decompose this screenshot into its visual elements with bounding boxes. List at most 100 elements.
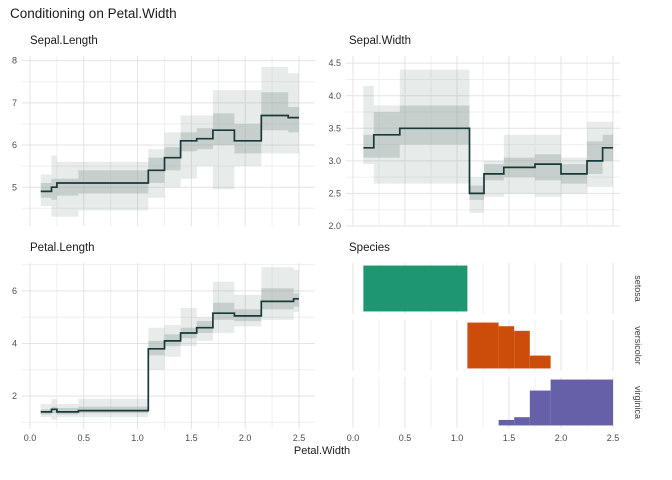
y-tick-label: 3.0 — [328, 156, 341, 166]
ribbon-inner — [51, 178, 57, 200]
panel-sepal-length: 5 6 7 8 — [12, 56, 315, 226]
ribbon-outer — [180, 307, 197, 347]
ribbon-outer — [373, 105, 400, 184]
facet-strip-label: versicolor — [633, 326, 643, 365]
ribbon-outer — [234, 90, 262, 167]
panel-title-species: Species — [349, 242, 390, 254]
ribbon-outer — [148, 149, 165, 198]
ribbon-outer — [196, 317, 213, 341]
x-tick-label: 1.0 — [451, 433, 464, 443]
ribbon-outer — [40, 174, 52, 207]
ribbon-inner — [587, 141, 603, 174]
facet-strip-label: setosa — [633, 275, 643, 302]
x-axis-labels: 0.0 0.5 1.0 1.5 2.0 2.5 — [347, 433, 620, 443]
y-tick-label: 5 — [12, 182, 17, 192]
panel-title-sepal-width: Sepal.Width — [349, 35, 412, 47]
ribbon-inner — [261, 288, 294, 310]
ribbon-outer — [535, 134, 562, 197]
y-tick-label: 7 — [12, 98, 17, 108]
histogram-bar — [514, 330, 530, 369]
ribbon-inner — [484, 164, 504, 181]
y-tick-label: 2 — [12, 391, 17, 401]
ribbon-inner — [293, 293, 299, 307]
grid — [346, 56, 620, 227]
histogram-bar — [514, 417, 530, 426]
ribbon-outer — [261, 66, 289, 154]
ribbon-outer — [234, 294, 262, 327]
ribbon-inner — [261, 92, 289, 131]
histogram-bar — [550, 379, 614, 426]
facet-versicolor: versicolor — [352, 320, 643, 371]
ribbon-outer — [51, 155, 57, 217]
ribbon-outer — [212, 90, 235, 190]
ribbon-outer — [56, 404, 79, 418]
ribbon-inner — [212, 302, 235, 320]
ribbon-inner — [234, 123, 262, 154]
panel-species: setosa versicolor virginica 0.0 0.5 1.0 1.5 2.0… — [347, 263, 643, 443]
x-axis-title: Petal.Width — [293, 445, 351, 457]
y-tick-label: 4.5 — [328, 58, 341, 68]
x-tick-label: 2.0 — [555, 433, 568, 443]
histogram-bar — [498, 326, 515, 369]
ribbon-outer — [212, 281, 235, 333]
x-tick-label: 1.5 — [503, 433, 516, 443]
ribbon-outer — [261, 267, 294, 320]
panel-title-petal-length: Petal.Length — [30, 242, 95, 254]
ribbon-inner — [40, 182, 52, 198]
ribbon-outer — [484, 160, 504, 197]
ribbon-outer — [288, 73, 299, 154]
y-tick-label: 4 — [12, 339, 17, 349]
ribbon-outer — [469, 177, 485, 213]
x-tick-label: 0.0 — [347, 433, 360, 443]
figure-title: Conditioning on Petal.Width — [10, 6, 177, 21]
y-tick-label: 2.0 — [328, 221, 341, 231]
x-tick-label: 1.0 — [131, 433, 144, 443]
ribbon-outer — [78, 398, 149, 418]
x-tick-label: 2.0 — [239, 433, 252, 443]
ribbon-outer — [180, 115, 197, 179]
y-tick-label: 8 — [12, 56, 17, 66]
ribbon-outer — [399, 69, 470, 184]
ribbon-outer — [602, 121, 614, 187]
y-axis-labels: 5 6 7 8 — [12, 56, 17, 193]
x-tick-label: 0.0 — [24, 433, 37, 443]
histogram-bar — [529, 390, 551, 426]
ribbon-outer — [293, 269, 299, 312]
ribbon-outer — [78, 161, 149, 211]
ribbon-outer — [40, 404, 52, 418]
x-tick-label: 2.5 — [607, 433, 620, 443]
facet-virginica: virginica — [352, 377, 643, 428]
median-step-line — [40, 114, 299, 193]
x-axis-labels: 0.0 0.5 1.0 1.5 2.0 2.5 — [24, 433, 306, 443]
y-tick-label: 4.0 — [328, 91, 341, 101]
ribbon-inner — [288, 107, 299, 133]
quantile-ribbons — [363, 69, 614, 213]
y-tick-label: 6 — [12, 286, 17, 296]
y-tick-label: 6 — [12, 140, 17, 150]
ribbon-inner — [363, 134, 374, 158]
ribbon-outer — [196, 115, 213, 167]
ribbon-outer — [587, 121, 603, 187]
ribbon-inner — [56, 178, 79, 196]
histogram-bar — [498, 419, 515, 426]
x-tick-label: 0.5 — [78, 433, 91, 443]
ribbon-outer — [503, 134, 536, 194]
histogram-bar — [467, 322, 499, 369]
x-tick-label: 1.5 — [185, 433, 198, 443]
histogram-bar — [363, 265, 468, 312]
histogram-bar — [529, 355, 551, 369]
median-step-line — [363, 127, 613, 195]
ribbon-inner — [399, 105, 470, 145]
ribbon-inner — [164, 147, 181, 171]
grid — [22, 263, 315, 429]
x-tick-label: 0.5 — [399, 433, 412, 443]
ribbon-outer — [561, 157, 588, 194]
y-axis-labels: 2 4 6 — [12, 286, 17, 401]
facet-strip-label: virginica — [633, 386, 643, 419]
ribbon-inner — [180, 132, 197, 152]
x-tick-label: 2.5 — [293, 433, 306, 443]
panel-petal-length: 2 4 6 0.0 0.5 1.0 1.5 2.0 2.5 — [12, 263, 315, 443]
panel-title-sepal-length: Sepal.Length — [30, 35, 98, 47]
